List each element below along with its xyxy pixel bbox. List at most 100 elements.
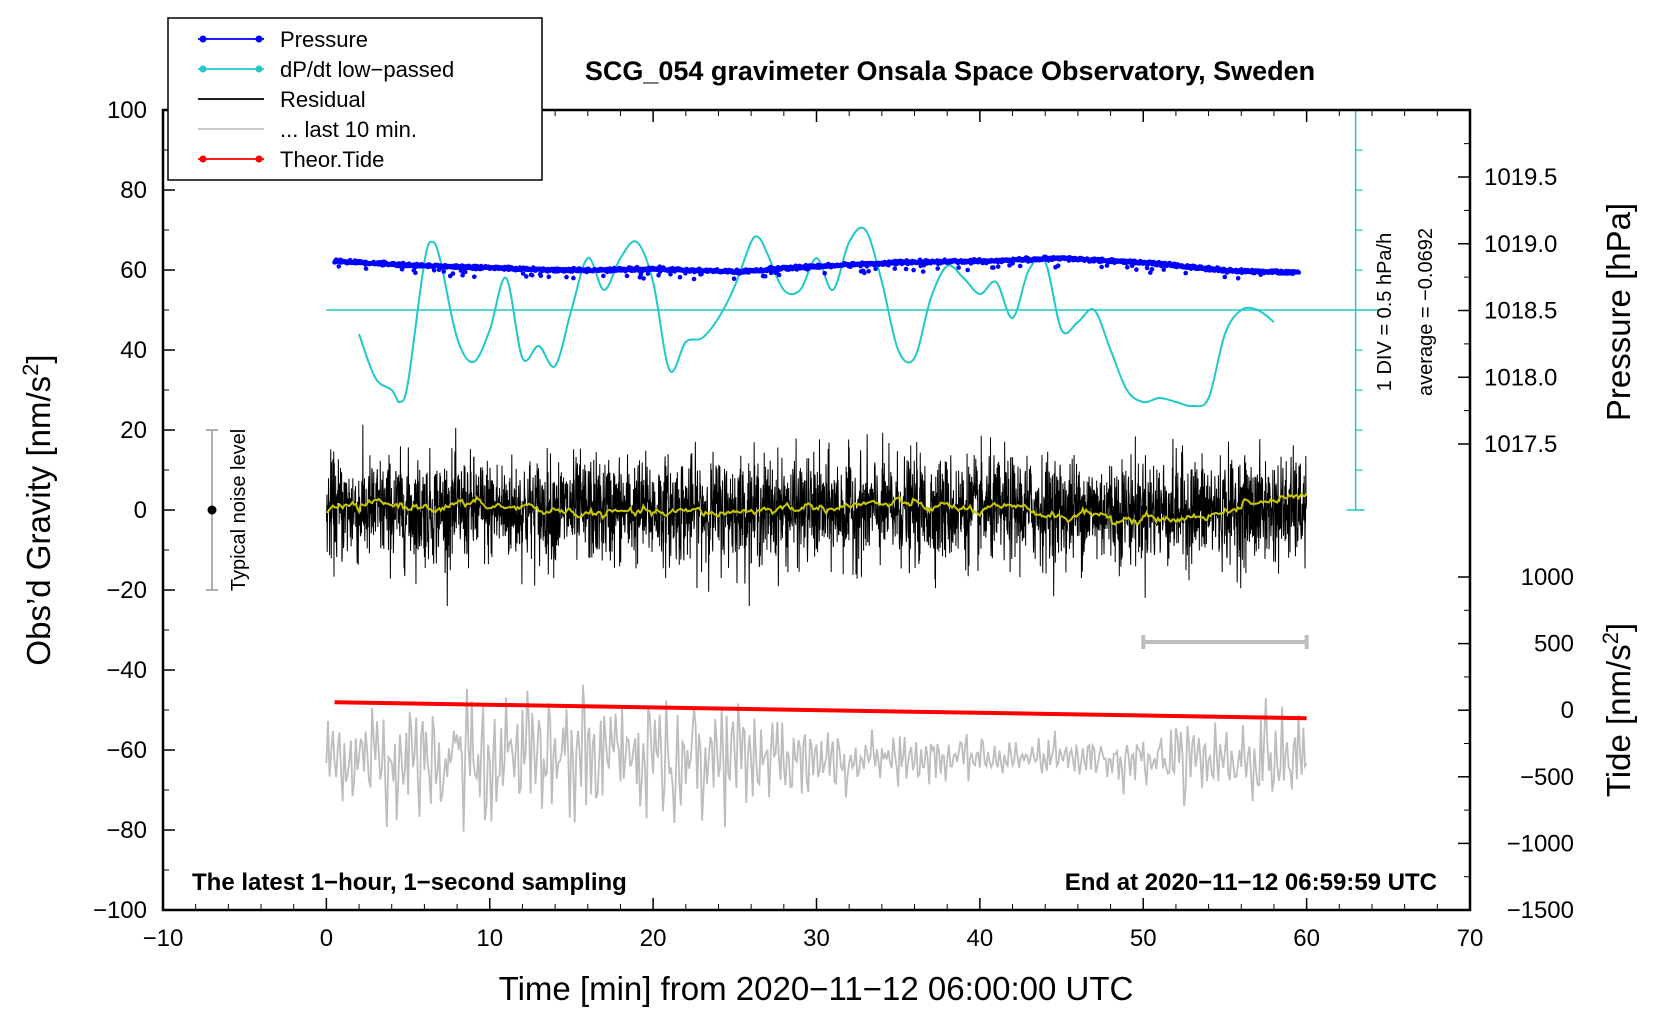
y-left-tick-label: −80 (106, 817, 147, 844)
tide-tick-label: −1500 (1507, 897, 1574, 924)
pressure-point (1017, 263, 1023, 269)
tide-tick-label: −1000 (1507, 830, 1574, 857)
y-axis-label-left-sup: 2 (18, 364, 43, 376)
y-axis-label-pressure: Pressure [hPa] (1600, 203, 1637, 421)
plot-area (206, 109, 1381, 832)
x-tick-label: 40 (967, 925, 994, 952)
x-tick-label: 20 (640, 925, 667, 952)
pressure-point (731, 276, 737, 282)
y-left-tick-label: −60 (106, 737, 147, 764)
pressure-point (1222, 274, 1228, 280)
pressure-point (601, 273, 606, 279)
y-left-tick-label: 80 (120, 177, 147, 204)
y-axis-label-tide: Tide [nm/s2] (1598, 623, 1637, 797)
axis-ticks: −10 0 10 20 30 40 50 60 70 100 80 60 40 20 0 −20 −40 −60 −… (93, 97, 1574, 952)
legend-swatch-dot (199, 155, 207, 163)
pressure-point (911, 267, 916, 273)
pressure-point (866, 269, 871, 274)
x-tick-label: 50 (1130, 925, 1157, 952)
legend-swatch-dot (199, 65, 207, 73)
tide-tick-label: 1000 (1521, 564, 1574, 591)
pressure-series (332, 254, 1301, 282)
pressure-point (546, 274, 552, 280)
x-axis-label: Time [min] from 2020−11−12 06:00:00 UTC (499, 970, 1134, 1007)
pressure-point (965, 267, 970, 273)
pressure-point (1144, 265, 1150, 271)
x-tick-label: 10 (476, 925, 503, 952)
pressure-point (1125, 265, 1130, 270)
pressure-point (1099, 264, 1104, 270)
pressure-point (776, 272, 782, 278)
pressure-point (462, 269, 468, 275)
legend-label: ... last 10 min. (280, 117, 417, 142)
y-axis-label-left-main: Obs’d Gravity [nm/s (20, 376, 57, 666)
y-left-tick-label: 100 (107, 97, 147, 124)
pressure-point (450, 271, 456, 276)
pressure-point (1134, 267, 1139, 272)
pressure-point (472, 274, 477, 280)
legend-swatch-dot (199, 35, 207, 43)
legend-swatch-dot (255, 65, 263, 73)
pressure-point (873, 266, 878, 272)
legend: Pressure dP/dt low−passed Residual ... last… (167, 17, 543, 181)
pressure-point (1149, 267, 1155, 272)
legend-label: Theor.Tide (280, 147, 384, 172)
chart-title: SCG_054 gravimeter Onsala Space Observat… (585, 56, 1315, 86)
pressure-point (571, 275, 576, 281)
pressure-point (656, 272, 661, 278)
tide-series-line (334, 700, 1307, 721)
x-tick-label: 60 (1293, 925, 1320, 952)
legend-label: dP/dt low−passed (280, 57, 454, 82)
pressure-point (1104, 263, 1110, 268)
div-annotation: 1 DIV = 0.5 hPa/h (1374, 233, 1396, 391)
pressure-point (762, 274, 768, 279)
y-left-tick-label: −100 (93, 897, 147, 924)
tide-tick-label: −500 (1520, 764, 1574, 791)
x-tick-label: 0 (320, 925, 333, 952)
pressure-point (920, 269, 926, 274)
y-left-tick-label: 60 (120, 257, 147, 284)
y-left-tick-label: −40 (106, 657, 147, 684)
y-axis-label-tide-tail: ] (1600, 623, 1637, 632)
pressure-point (1235, 276, 1241, 281)
noise-level-label: Typical noise level (228, 429, 250, 591)
pressure-tick-label: 1019.5 (1484, 164, 1557, 191)
y-axis-label-tide-sup: 2 (1598, 632, 1623, 644)
pressure-point (363, 266, 369, 271)
pressure-point (1296, 270, 1301, 275)
y-left-tick-label: −20 (106, 577, 147, 604)
residual-smoothed-line (325, 492, 1308, 527)
pressure-point (991, 265, 996, 270)
tide-tick-label: 500 (1534, 631, 1574, 658)
pressure-point (892, 266, 898, 271)
pressure-point (935, 266, 940, 271)
y-axis-label-tide-main: Tide [nm/s (1600, 644, 1637, 797)
pressure-tick-label: 1019.0 (1484, 231, 1557, 258)
pressure-point (336, 264, 342, 269)
pressure-tick-label: 1018.5 (1484, 298, 1557, 325)
residual-series-line (325, 424, 1308, 607)
last10-series-line (325, 684, 1308, 832)
average-annotation: average = −0.0692 (1415, 228, 1437, 396)
pressure-point (641, 276, 646, 281)
pressure-point (691, 276, 697, 282)
pressure-point (822, 271, 827, 276)
pressure-point (668, 272, 673, 277)
pressure-point (862, 270, 867, 276)
pressure-point (441, 269, 447, 274)
legend-swatch-dot (255, 155, 263, 163)
pressure-point (677, 274, 683, 280)
legend-swatch-dot (255, 35, 263, 43)
x-tick-label: 70 (1457, 925, 1484, 952)
y-axis-label-left-tail: ] (20, 354, 57, 363)
x-tick-label: 30 (803, 925, 830, 952)
footer-right-note: End at 2020−11−12 06:59:59 UTC (1065, 869, 1437, 896)
y-left-tick-label: 40 (120, 337, 147, 364)
y-left-tick-label: 20 (120, 417, 147, 444)
pressure-tick-label: 1017.5 (1484, 431, 1557, 458)
pressure-point (520, 271, 526, 276)
noise-bar-center-dot (207, 505, 217, 515)
pressure-point (538, 273, 544, 279)
pressure-point (431, 268, 437, 273)
